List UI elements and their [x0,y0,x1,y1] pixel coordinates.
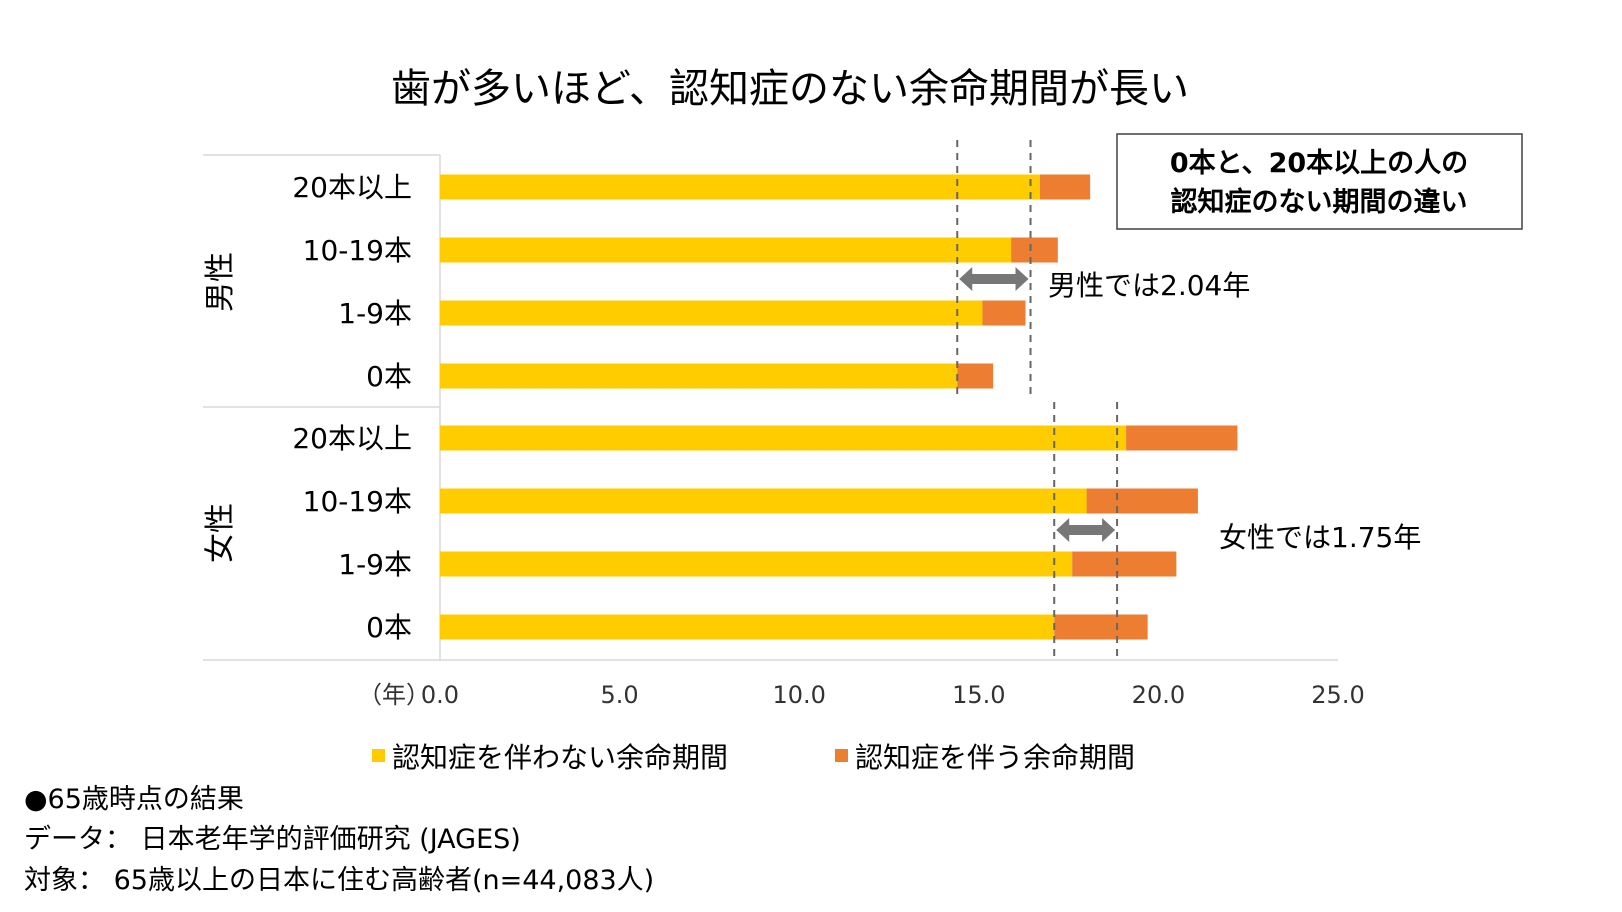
bar-with-dementia-female-3 [1054,614,1148,640]
callout-line-2: 認知症のない期間の違い [1171,186,1468,218]
category-label: 1-9本 [338,297,412,330]
bar-with-dementia-female-0 [1126,425,1238,451]
category-label: 10-19本 [303,234,412,267]
category-labels: 20本以上 10-19本 1-9本 0本 20本以上 10-19本 1-9本 0本 [292,171,412,644]
bar-with-dementia-male-1 [1011,237,1058,263]
x-tick-label: 0.0 [421,681,459,709]
double-arrow-icon [959,267,1029,291]
bar-with-dementia-female-1 [1086,488,1198,514]
x-tick-label: 10.0 [772,681,825,709]
legend-swatch-with-dementia [835,749,848,762]
bar-without-dementia-male-0 [440,174,1040,200]
bar-without-dementia-female-2 [440,551,1073,577]
bar-without-dementia-female-3 [440,614,1055,640]
bar-without-dementia-male-2 [440,300,983,326]
callout-line-1: 0本と、20本以上の人の [1170,148,1468,179]
category-label: 20本以上 [292,171,412,204]
x-tick-label: 20.0 [1132,681,1185,709]
guide-lines [956,140,1119,660]
footnote-3: 対象： 65歳以上の日本に住む高齢者(n=44,083人) [24,865,654,896]
legend-label-without-dementia: 認知症を伴わない余命期間 [392,741,728,774]
bar-with-dementia-male-3 [957,363,994,389]
female-difference-label: 女性では1.75年 [1219,521,1421,554]
bar-without-dementia-male-1 [440,237,1012,263]
bar-with-dementia-male-2 [982,300,1026,326]
group-label-male: 男性 [203,252,238,312]
bar-without-dementia-female-1 [440,488,1087,514]
x-tick-label: 5.0 [601,681,639,709]
chart-title: 歯が多いほど、認知症のない余命期間が長い [391,66,1189,112]
x-tick-label: 25.0 [1311,681,1364,709]
category-label: 0本 [366,611,412,644]
bars-layer [440,174,1238,640]
x-tick-labels: 0.0 5.0 10.0 15.0 20.0 25.0 [421,681,1365,709]
category-label: 0本 [366,360,412,393]
legend-swatch-without-dementia [372,749,385,762]
bar-without-dementia-female-0 [440,425,1127,451]
footnote-2: データ： 日本老年学的評価研究 (JAGES) [24,824,521,855]
double-arrow-icon [1056,518,1116,542]
bar-with-dementia-female-2 [1072,551,1177,577]
category-label: 1-9本 [338,548,412,581]
callout-box [1116,133,1523,230]
difference-arrows [959,267,1116,542]
footnote-1: ●65歳時点の結果 [24,784,244,815]
category-label: 20本以上 [292,422,412,455]
group-label-female: 女性 [203,503,238,563]
category-label: 10-19本 [303,485,412,518]
x-axis-unit-label: （年） [358,681,430,709]
x-tick-label: 15.0 [952,681,1005,709]
bar-with-dementia-male-0 [1039,174,1091,200]
bar-without-dementia-male-3 [440,363,958,389]
legend-label-with-dementia: 認知症を伴う余命期間 [855,741,1135,774]
male-difference-label: 男性では2.04年 [1048,269,1250,302]
